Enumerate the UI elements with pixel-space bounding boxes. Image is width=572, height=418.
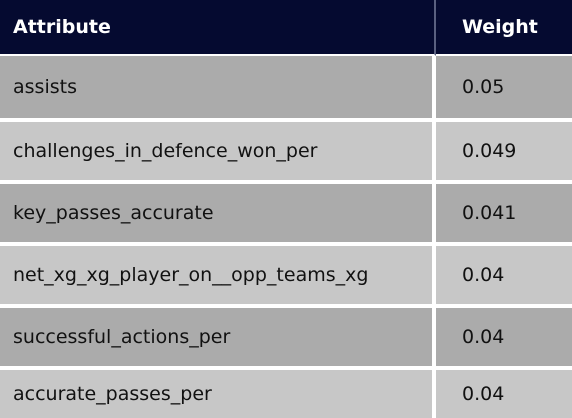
column-header-weight: Weight xyxy=(436,0,572,56)
table-row-weight: 0.04 xyxy=(436,304,572,366)
table-row-attribute: net_xg_xg_player_on__opp_teams_xg xyxy=(0,242,436,304)
table-row-attribute: key_passes_accurate xyxy=(0,180,436,242)
table-row-weight: 0.04 xyxy=(436,242,572,304)
table-row-attribute: assists xyxy=(0,56,436,118)
table-row-attribute: accurate_passes_per xyxy=(0,366,436,418)
table-row-attribute: challenges_in_defence_won_per xyxy=(0,118,436,180)
column-header-attribute: Attribute xyxy=(0,0,436,56)
table-row-weight: 0.05 xyxy=(436,56,572,118)
table-row-weight: 0.049 xyxy=(436,118,572,180)
table-row-weight: 0.04 xyxy=(436,366,572,418)
table-row-attribute: successful_actions_per xyxy=(0,304,436,366)
table-row-weight: 0.041 xyxy=(436,180,572,242)
